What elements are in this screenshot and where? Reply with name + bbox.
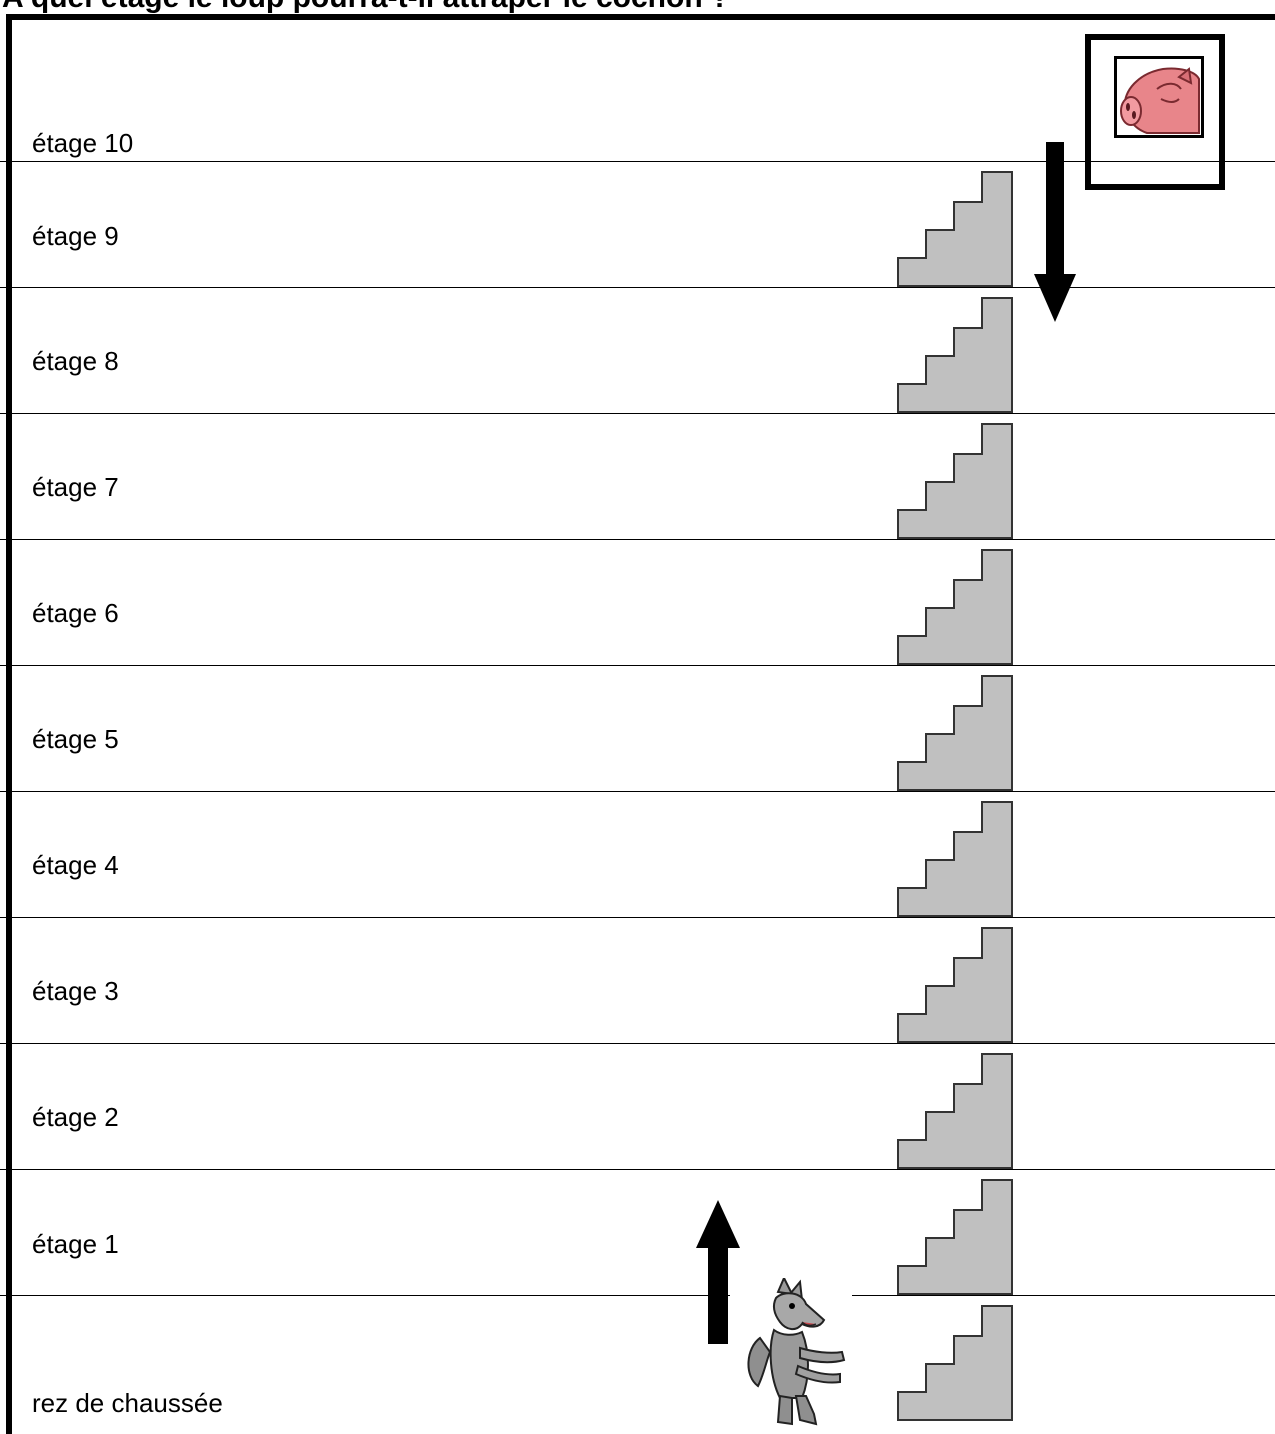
floor-divider [0, 917, 1275, 918]
floor-label: étage 5 [32, 724, 119, 754]
arrow-down-icon [1034, 142, 1076, 322]
question-title: A quel étage le loup pourra-t-il attrape… [2, 0, 729, 16]
floor-divider [0, 1169, 1275, 1170]
stairs-icon [897, 423, 1013, 539]
pig-frame [1085, 34, 1225, 190]
floor-label: étage 9 [32, 221, 119, 251]
floor-label: étage 8 [32, 346, 119, 376]
stairs-icon [897, 927, 1013, 1043]
stairs-icon [897, 549, 1013, 665]
stairs-icon [897, 297, 1013, 413]
floor-divider [852, 1295, 1275, 1296]
floor-divider [0, 539, 1275, 540]
floor-divider [0, 287, 1275, 288]
floor-divider [0, 1043, 1275, 1044]
stairs-icon [897, 801, 1013, 917]
floor-label: étage 6 [32, 598, 119, 628]
floor-label: étage 2 [32, 1102, 119, 1132]
floor-label: étage 10 [32, 128, 134, 158]
stairs-icon [897, 675, 1013, 791]
floor-label: étage 7 [32, 472, 119, 502]
floor-label: rez de chaussée [32, 1388, 223, 1418]
floor-label: étage 1 [32, 1229, 119, 1259]
building-roof [6, 14, 1275, 20]
building-wall [6, 14, 12, 1434]
pig-picture-box [1114, 56, 1204, 138]
floor-divider [0, 161, 1275, 162]
floor-divider [0, 791, 1275, 792]
stairs-icon [897, 1305, 1013, 1421]
stairs-icon [897, 1053, 1013, 1169]
stairs-icon [897, 1179, 1013, 1295]
stairs-icon [897, 171, 1013, 287]
floor-label: étage 4 [32, 850, 119, 880]
floor-divider [0, 413, 1275, 414]
arrow-up-icon [696, 1200, 740, 1344]
floor-divider [0, 1295, 730, 1296]
floor-divider [0, 665, 1275, 666]
wolf-icon [747, 1278, 846, 1426]
pig-head-icon [1120, 67, 1200, 134]
floor-label: étage 3 [32, 976, 119, 1006]
